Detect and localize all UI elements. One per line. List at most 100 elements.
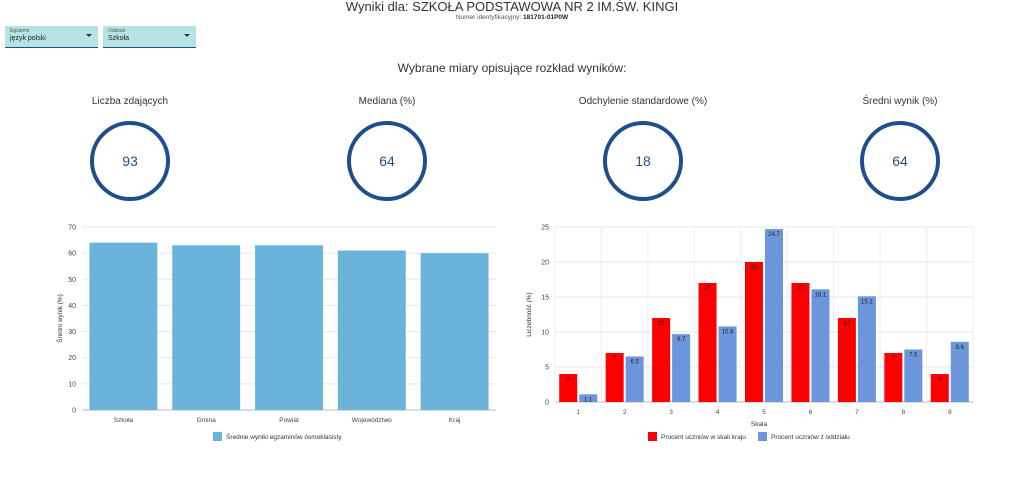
x-tick-label: Powiat [279, 417, 299, 424]
x-tick-label: 7 [855, 409, 859, 416]
bar [904, 349, 923, 402]
stat-circle: 93 [90, 121, 170, 201]
y-tick-label: 15 [541, 295, 549, 302]
data-label: 16.1 [815, 292, 827, 298]
oddzial-select-value: Szkoła [108, 35, 130, 42]
stat-title: Średni wynik (%) [862, 96, 938, 107]
bar [672, 334, 691, 402]
y-tick-label: 0 [72, 408, 76, 415]
y-tick-label: 60 [68, 251, 76, 258]
data-label: 17 [797, 286, 804, 292]
y-tick-label: 10 [68, 381, 76, 388]
data-label: 15.1 [861, 299, 873, 305]
distribution-chart: 051015202541.1176.52129.731710.842024.75… [526, 225, 974, 441]
data-label: 8.6 [956, 345, 965, 351]
x-tick-label: 9 [948, 409, 952, 416]
egzamin-select-label: Egzamin [10, 28, 30, 34]
bar [698, 283, 717, 402]
data-label: 12 [844, 321, 851, 327]
x-tick-label: 6 [809, 409, 813, 416]
stat-value: 18 [635, 153, 651, 169]
data-label: 7 [613, 356, 617, 362]
id-label: Numer identyfikacyjny: [455, 14, 522, 21]
y-tick-label: 20 [541, 260, 549, 267]
oddzial-select[interactable]: Oddział Szkoła [103, 26, 196, 48]
egzamin-select[interactable]: Egzamin język polski [5, 26, 98, 48]
x-axis-label: Skala [751, 421, 768, 428]
data-label: 12 [658, 321, 665, 327]
data-label: 24.7 [768, 232, 780, 238]
data-label: 9.7 [677, 337, 686, 343]
chevron-down-icon [86, 34, 92, 37]
legend-label: Procent uczniów w skali kraju [661, 434, 746, 441]
legend-swatch [758, 432, 767, 441]
data-label: 4 [938, 377, 942, 383]
y-axis-label: Średni wynik (%) [55, 294, 64, 343]
oddzial-select-label: Oddział [108, 28, 125, 34]
stat-title: Liczba zdających [91, 96, 169, 107]
legend-label: Średnie wyniki egzaminów ósmoklasisty [226, 432, 342, 441]
bar [420, 253, 489, 410]
data-label: 1.1 [584, 397, 593, 403]
stat-title: Mediana (%) [358, 96, 416, 107]
bar [172, 245, 241, 410]
stat-value: 64 [379, 153, 395, 169]
bar [811, 289, 830, 402]
bar [255, 245, 323, 410]
stat-card-odchylenie: Odchylenie standardowe (%) 18 [543, 96, 743, 201]
x-tick-label: 5 [762, 409, 766, 416]
bar [857, 296, 876, 402]
y-tick-label: 30 [68, 329, 76, 336]
bar [579, 394, 598, 402]
id-line: Numer identyfikacyjny: 181701-01P0W [0, 14, 1024, 21]
y-tick-label: 20 [68, 355, 76, 362]
id-value: 181701-01P0W [523, 14, 569, 21]
data-label: 17 [704, 286, 711, 292]
data-label: 6.5 [630, 360, 639, 366]
bar [745, 262, 763, 402]
data-label: 7 [892, 356, 896, 362]
legend-swatch [213, 432, 222, 441]
stat-circle: 64 [860, 121, 940, 201]
stat-value: 93 [122, 153, 138, 169]
bar [950, 341, 969, 402]
data-label: 4 [567, 377, 571, 383]
legend-label: Procent uczniów z oddziału [771, 434, 850, 441]
bar [605, 353, 624, 402]
y-tick-label: 5 [545, 365, 549, 372]
bar [837, 318, 856, 402]
x-tick-label: 3 [669, 409, 673, 416]
bar [89, 242, 158, 410]
stat-card-liczba: Liczba zdających 93 [30, 96, 230, 201]
data-label: 7.5 [909, 353, 918, 359]
egzamin-select-value: język polski [10, 35, 46, 42]
x-tick-label: 2 [623, 409, 627, 416]
stat-circle: 18 [603, 121, 683, 201]
bar [718, 326, 737, 402]
section-title: Wybrane miary opisujące rozkład wyników: [397, 61, 627, 75]
bar [930, 374, 949, 402]
x-tick-label: 1 [576, 409, 580, 416]
data-label: 20 [751, 265, 758, 271]
x-tick-label: Województwo [352, 417, 392, 424]
stat-value: 64 [892, 153, 908, 169]
bar [559, 374, 578, 402]
legend-swatch [648, 432, 657, 441]
y-tick-label: 0 [545, 400, 549, 407]
bar [337, 250, 406, 410]
bar [791, 283, 810, 402]
bar [625, 356, 644, 402]
x-tick-label: 4 [716, 409, 720, 416]
stat-card-sredni: Średni wynik (%) 64 [800, 96, 1000, 201]
y-tick-label: 25 [541, 225, 549, 232]
stat-circle: 64 [347, 121, 427, 201]
x-tick-label: Gmina [197, 417, 217, 424]
average-results-chart: 0 10 20 30 40 50 60 70 Szkoła Gmina Powiat Wojewódz… [55, 225, 496, 441]
bar [765, 229, 783, 402]
y-tick-label: 10 [541, 330, 549, 337]
y-axis-label: Liczebność (%) [526, 292, 533, 336]
bar [884, 353, 903, 402]
stat-card-mediana: Mediana (%) 64 [287, 96, 487, 201]
x-tick-label: Kraj [449, 417, 461, 424]
bar [652, 318, 671, 402]
